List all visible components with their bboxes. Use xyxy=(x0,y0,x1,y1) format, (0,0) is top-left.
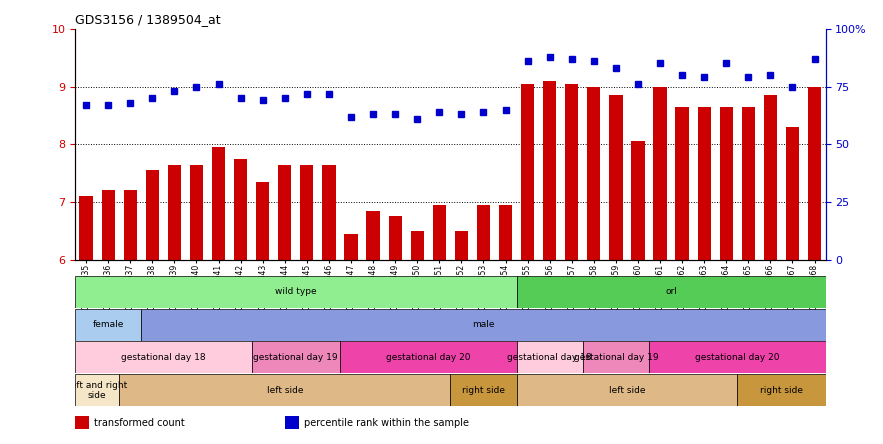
Text: female: female xyxy=(93,320,124,329)
Bar xyxy=(433,205,446,260)
Bar xyxy=(146,170,159,260)
Bar xyxy=(631,141,645,260)
Text: gestational day 18: gestational day 18 xyxy=(121,353,206,362)
Bar xyxy=(499,205,512,260)
Bar xyxy=(124,190,137,260)
Bar xyxy=(102,190,115,260)
Bar xyxy=(737,374,826,406)
Bar xyxy=(521,83,534,260)
Text: transformed count: transformed count xyxy=(94,418,185,428)
Bar xyxy=(477,205,490,260)
Text: left and right
side: left and right side xyxy=(67,381,127,400)
Text: wild type: wild type xyxy=(275,287,317,296)
Bar xyxy=(565,83,578,260)
Bar xyxy=(190,165,203,260)
Bar xyxy=(543,81,556,260)
Bar xyxy=(675,107,689,260)
Text: gestational day 19: gestational day 19 xyxy=(253,353,338,362)
Text: left side: left side xyxy=(608,386,645,395)
Text: gestational day 20: gestational day 20 xyxy=(695,353,780,362)
Bar xyxy=(411,231,424,260)
Text: right side: right side xyxy=(462,386,505,395)
Bar xyxy=(212,147,225,260)
Bar xyxy=(366,211,380,260)
Bar xyxy=(742,107,755,260)
Bar xyxy=(808,87,821,260)
Bar xyxy=(653,87,667,260)
Text: right side: right side xyxy=(760,386,803,395)
Bar xyxy=(609,95,623,260)
Text: percentile rank within the sample: percentile rank within the sample xyxy=(304,418,469,428)
Bar xyxy=(587,87,600,260)
Text: gestational day 18: gestational day 18 xyxy=(508,353,592,362)
Text: left side: left side xyxy=(267,386,303,395)
Text: GDS3156 / 1389504_at: GDS3156 / 1389504_at xyxy=(75,13,221,26)
Bar xyxy=(649,341,826,373)
Bar xyxy=(278,165,291,260)
Bar xyxy=(75,374,119,406)
Bar xyxy=(786,127,799,260)
Bar xyxy=(79,196,93,260)
Text: orl: orl xyxy=(665,287,677,296)
Bar xyxy=(168,165,181,260)
Text: male: male xyxy=(472,320,494,329)
Bar xyxy=(389,217,402,260)
Bar xyxy=(234,159,247,260)
Bar xyxy=(455,231,468,260)
Bar xyxy=(583,341,649,373)
Bar xyxy=(517,276,826,308)
Bar xyxy=(322,165,336,260)
Bar xyxy=(764,95,777,260)
Bar xyxy=(340,341,517,373)
Bar xyxy=(75,309,141,341)
Bar xyxy=(517,341,583,373)
Bar xyxy=(450,374,517,406)
Bar xyxy=(256,182,269,260)
Bar xyxy=(252,341,340,373)
Bar xyxy=(285,416,298,429)
Bar xyxy=(75,276,517,308)
Text: gestational day 19: gestational day 19 xyxy=(574,353,658,362)
Bar xyxy=(119,374,450,406)
Bar xyxy=(720,107,733,260)
Bar xyxy=(517,374,737,406)
Bar xyxy=(344,234,358,260)
Bar xyxy=(300,165,313,260)
Bar xyxy=(75,341,252,373)
Bar xyxy=(698,107,711,260)
Bar xyxy=(75,416,88,429)
Text: gestational day 20: gestational day 20 xyxy=(386,353,471,362)
